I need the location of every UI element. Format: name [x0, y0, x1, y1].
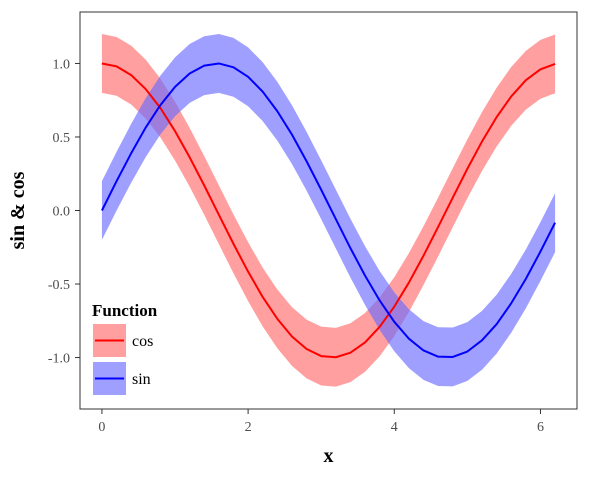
legend-title: Function: [92, 301, 158, 320]
legend: Function cos sin: [92, 301, 158, 395]
series-line-sin: [101, 62, 556, 358]
legend-label-sin: sin: [132, 371, 151, 388]
x-tick-label: 4: [391, 420, 398, 435]
y-axis-title: sin & cos: [7, 171, 29, 249]
y-tick-label: 0.0: [53, 205, 71, 220]
legend-label-cos: cos: [132, 333, 153, 350]
x-tick-label: 2: [245, 420, 252, 435]
ribbon-sin: [101, 34, 556, 387]
series-line-cos: [101, 62, 556, 359]
y-tick-label: -1.0: [48, 352, 70, 367]
y-tick-label: 1.0: [53, 57, 71, 72]
x-tick-label: 6: [537, 420, 544, 435]
y-axis: -1.0 -0.5 0.0 0.5 1.0: [48, 57, 80, 367]
ribbon-cos: [101, 34, 556, 387]
y-tick-label: -0.5: [48, 278, 70, 293]
ribbon-layer: [101, 34, 556, 387]
line-layer: [101, 62, 556, 359]
x-axis: 0 2 4 6: [98, 409, 544, 435]
x-tick-label: 0: [98, 420, 105, 435]
x-axis-title: x: [324, 445, 334, 467]
y-tick-label: 0.5: [53, 131, 71, 146]
